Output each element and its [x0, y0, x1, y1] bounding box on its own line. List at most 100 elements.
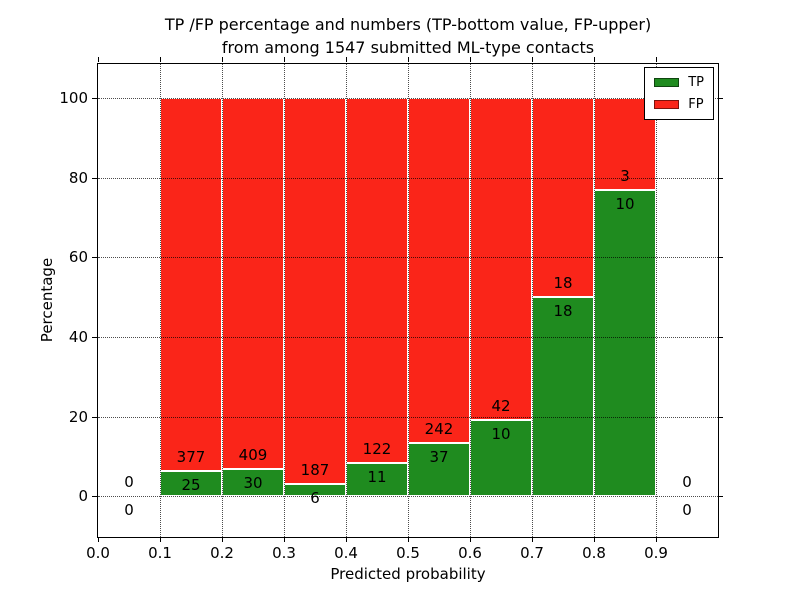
- y-tick-label: 40: [68, 327, 88, 346]
- bar-count-label-tp: 10: [491, 424, 511, 443]
- bar-count-label-tp: 0: [124, 501, 134, 520]
- x-tick-label: 0.5: [396, 544, 420, 562]
- y-tick-mark: [718, 416, 723, 418]
- y-tick-mark: [92, 496, 97, 498]
- gridline-x: [656, 64, 657, 537]
- x-tick-mark: [470, 57, 471, 62]
- y-tick-label: 100: [59, 88, 88, 107]
- x-tick-mark: [284, 537, 285, 542]
- x-tick-label: 0.4: [334, 544, 358, 562]
- x-tick-label: 0.8: [582, 544, 606, 562]
- bar-segment-tp: [346, 463, 408, 497]
- bar-count-label-tp: 25: [181, 476, 201, 495]
- y-tick-mark: [718, 496, 723, 498]
- bar-segment-tp: [160, 471, 222, 497]
- x-axis-label: Predicted probability: [330, 565, 486, 583]
- bar-count-label-fp: 0: [124, 473, 134, 492]
- bar-count-label-tp: 37: [429, 448, 449, 467]
- bar-count-label-tp: 30: [243, 473, 263, 492]
- x-tick-label: 0.7: [520, 544, 544, 562]
- legend-label-fp: FP: [688, 97, 704, 112]
- bar-count-label-fp: 0: [682, 473, 692, 492]
- bar-segment-tp: [222, 468, 284, 497]
- legend-label-tp: TP: [688, 75, 704, 90]
- legend-entry-tp: TP: [654, 76, 704, 89]
- gridline-x: [160, 64, 161, 537]
- x-tick-label: 0.6: [458, 544, 482, 562]
- chart-title-line2: from among 1547 submitted ML-type contac…: [221, 38, 595, 57]
- x-tick-mark: [470, 537, 471, 542]
- chart-title-line1: TP /FP percentage and numbers (TP-bottom…: [164, 15, 652, 34]
- bar-count-label-fp: 122: [362, 440, 392, 459]
- legend-entry-fp: FP: [654, 98, 704, 111]
- y-tick-label: 80: [68, 168, 88, 187]
- bar-segment-fp: [222, 97, 284, 469]
- bar-count-label-fp: 409: [238, 446, 268, 464]
- y-tick-label: 0: [78, 487, 88, 506]
- gridline-x: [222, 64, 223, 537]
- gridline-x: [346, 64, 347, 537]
- gridline-x: [408, 64, 409, 537]
- x-tick-mark: [408, 537, 409, 542]
- bar-count-label-fp: 18: [553, 274, 573, 293]
- x-tick-mark: [408, 57, 409, 62]
- x-tick-mark: [222, 57, 223, 62]
- x-tick-mark: [346, 537, 347, 542]
- x-tick-mark: [594, 57, 595, 62]
- x-tick-mark: [532, 57, 533, 62]
- x-tick-mark: [532, 537, 533, 542]
- x-tick-label: 0.3: [272, 544, 296, 562]
- x-tick-mark: [656, 57, 657, 62]
- bar-segment-tp: [408, 443, 470, 497]
- gridline-x: [470, 64, 471, 537]
- fp-color-swatch: [654, 100, 680, 109]
- bar-count-label-tp: 6: [310, 488, 320, 507]
- y-tick-mark: [92, 177, 97, 179]
- y-tick-mark: [718, 177, 723, 179]
- bar-count-label-fp: 3: [620, 166, 630, 185]
- bar-count-label-tp: 11: [367, 468, 387, 487]
- x-tick-mark: [222, 537, 223, 542]
- bar-count-label-tp: 10: [615, 194, 635, 213]
- x-tick-label: 0.2: [210, 544, 234, 562]
- bar-segment-fp: [532, 97, 594, 297]
- x-tick-mark: [160, 537, 161, 542]
- gridline-x: [532, 64, 533, 537]
- plot-area: 0 0 377 25 409 30 187 6 122 11 242 37 42 10 18 18 3 10 0 0 …: [97, 63, 719, 538]
- x-tick-mark: [98, 537, 99, 542]
- x-tick-mark: [346, 57, 347, 62]
- bar-segment-fp: [408, 97, 470, 444]
- gridline-x: [594, 64, 595, 537]
- bar-segment-fp: [346, 97, 408, 464]
- bar-segment-fp: [470, 97, 532, 420]
- x-tick-label: 0.9: [644, 544, 668, 562]
- bar-count-label-tp: 0: [682, 501, 692, 520]
- tp-color-swatch: [654, 78, 680, 87]
- bar-count-label-fp: 242: [424, 420, 454, 439]
- bar-segment-tp: [470, 419, 532, 497]
- x-tick-mark: [98, 57, 99, 62]
- x-tick-mark: [656, 537, 657, 542]
- y-tick-mark: [92, 97, 97, 99]
- x-tick-label: 0.0: [86, 544, 110, 562]
- x-tick-mark: [160, 57, 161, 62]
- x-tick-mark: [594, 537, 595, 542]
- bar-count-label-fp: 377: [176, 448, 206, 467]
- y-tick-mark: [92, 257, 97, 259]
- y-tick-mark: [718, 336, 723, 338]
- y-tick-mark: [92, 336, 97, 338]
- x-tick-label: 0.1: [148, 544, 172, 562]
- x-tick-mark: [284, 57, 285, 62]
- y-tick-mark: [718, 257, 723, 259]
- bar-count-label-tp: 18: [553, 301, 573, 320]
- bar-segment-fp: [284, 97, 346, 484]
- legend: TP FP: [644, 67, 714, 120]
- y-tick-mark: [92, 416, 97, 418]
- chart-title: TP /FP percentage and numbers (TP-bottom…: [97, 13, 719, 59]
- gridline-x: [284, 64, 285, 537]
- bar-count-label-fp: 42: [491, 396, 511, 415]
- bar-segment-tp: [532, 297, 594, 497]
- bar-segment-tp: [594, 189, 656, 497]
- bar-segment-fp: [160, 97, 222, 472]
